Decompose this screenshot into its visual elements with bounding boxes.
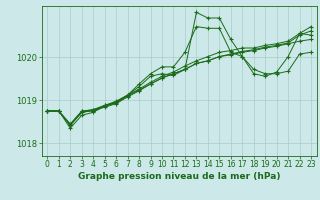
X-axis label: Graphe pression niveau de la mer (hPa): Graphe pression niveau de la mer (hPa) (78, 172, 280, 181)
